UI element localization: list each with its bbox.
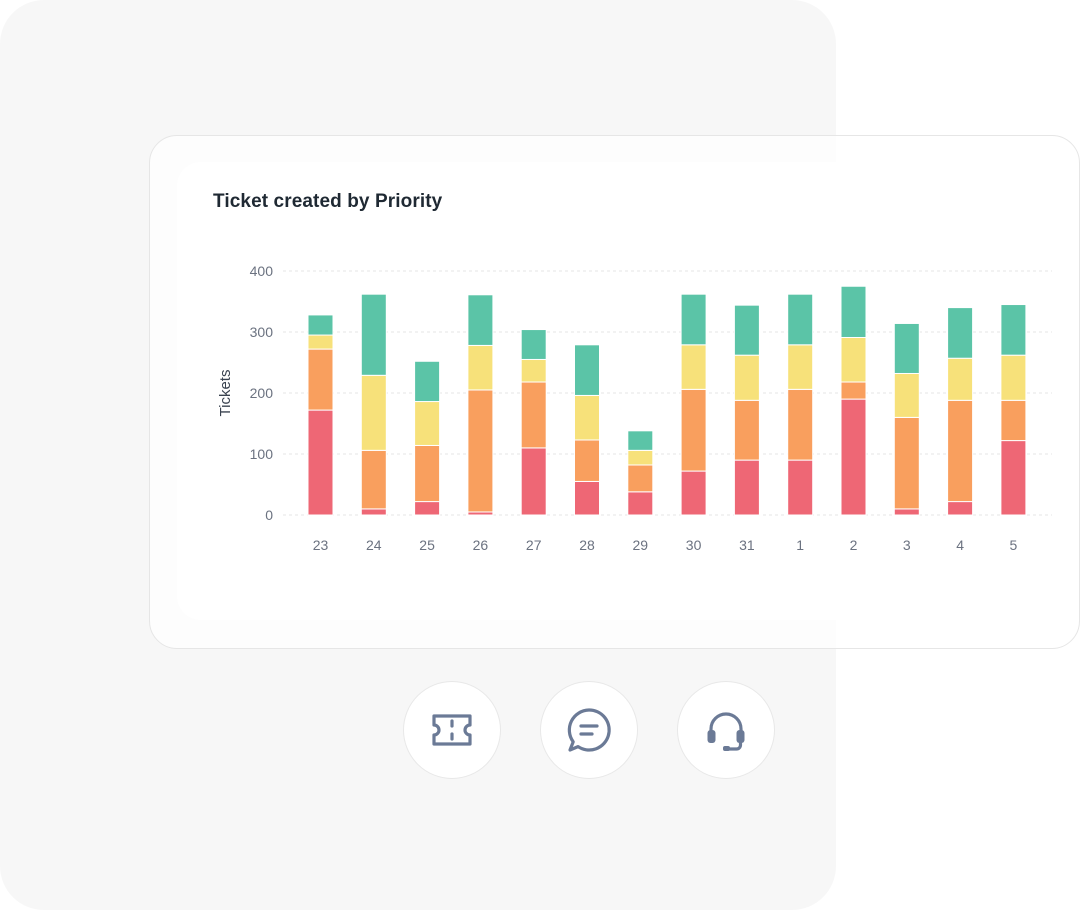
x-tick-label: 2 [850, 537, 858, 553]
bar-segment[interactable] [787, 344, 814, 390]
ticket-button[interactable] [403, 681, 501, 779]
x-tick-label: 29 [633, 537, 649, 553]
bar-segment[interactable] [574, 394, 600, 441]
x-tick-label: 24 [366, 537, 382, 553]
bar-segment[interactable] [520, 447, 547, 516]
x-tick-label: 3 [903, 537, 911, 553]
bar-segment[interactable] [787, 459, 814, 516]
bar-segment[interactable] [574, 480, 600, 516]
ticket-icon [432, 714, 472, 746]
bar-segment[interactable] [307, 409, 334, 516]
bar-segment[interactable] [680, 293, 707, 346]
bar-segment[interactable] [520, 358, 547, 383]
x-tick-label: 26 [473, 537, 489, 553]
bar-segment[interactable] [840, 336, 867, 383]
support-button[interactable] [677, 681, 775, 779]
chart-title: Ticket created by Priority [213, 191, 443, 212]
bar-segment[interactable] [893, 416, 920, 510]
bar-segment[interactable] [733, 399, 760, 461]
y-tick-label: 300 [250, 324, 274, 340]
bar-segment[interactable] [1000, 354, 1027, 401]
bar-segment[interactable] [414, 401, 441, 446]
bar-segment[interactable] [627, 449, 654, 466]
bar-segment[interactable] [307, 314, 334, 336]
bar-segment[interactable] [947, 501, 974, 516]
bar-segment[interactable] [414, 360, 441, 403]
bar-segment[interactable] [627, 430, 654, 451]
bar-segment[interactable] [467, 294, 494, 346]
x-tick-label: 27 [526, 537, 542, 553]
bar-segment[interactable] [733, 459, 760, 516]
bar-segment[interactable] [520, 329, 547, 360]
bar-segment[interactable] [414, 501, 441, 516]
bar-segment[interactable] [840, 381, 867, 400]
bar-segment[interactable] [574, 439, 600, 482]
bar-segment[interactable] [733, 354, 760, 401]
y-tick-label: 200 [250, 385, 274, 401]
bar-segment[interactable] [787, 388, 814, 461]
bar-segment[interactable] [680, 344, 707, 390]
bar-segment[interactable] [840, 285, 867, 338]
bar-segment[interactable] [467, 344, 494, 391]
bar-segment[interactable] [680, 470, 707, 516]
bar-segment[interactable] [947, 399, 974, 503]
bar-segment[interactable] [360, 508, 387, 516]
bar-segment[interactable] [360, 293, 387, 376]
x-tick-label: 4 [956, 537, 964, 553]
bar-segment[interactable] [893, 508, 920, 516]
y-axis-label: Tickets [217, 370, 234, 417]
bar-segment[interactable] [627, 464, 654, 493]
bar-segment[interactable] [307, 348, 334, 411]
bar-segment[interactable] [893, 322, 920, 374]
chat-button[interactable] [540, 681, 638, 779]
y-tick-label: 400 [250, 263, 274, 279]
bar-segment[interactable] [360, 449, 387, 510]
x-tick-label: 31 [739, 537, 755, 553]
y-tick-label: 100 [250, 446, 274, 462]
x-tick-label: 5 [1010, 537, 1018, 553]
bar-segment[interactable] [414, 444, 441, 503]
bar-segment[interactable] [307, 334, 334, 350]
bar-segment[interactable] [1000, 304, 1027, 356]
bar-segment[interactable] [1000, 440, 1027, 516]
bar-segment[interactable] [680, 388, 707, 472]
x-tick-label: 28 [579, 537, 595, 553]
bar-segment[interactable] [467, 389, 494, 513]
x-tick-label: 25 [419, 537, 435, 553]
headset-icon [707, 712, 745, 751]
bar-segment[interactable] [627, 491, 654, 516]
bar-segment[interactable] [1000, 399, 1027, 442]
chat-bubble-icon [567, 708, 611, 752]
bar-segment[interactable] [947, 357, 974, 401]
bar-segment[interactable] [574, 344, 600, 396]
x-tick-label: 1 [796, 537, 804, 553]
bar-segment[interactable] [787, 293, 814, 346]
bar-segment[interactable] [893, 372, 920, 418]
y-tick-label: 0 [265, 507, 273, 523]
x-tick-label: 23 [313, 537, 329, 553]
x-tick-label: 30 [686, 537, 702, 553]
bar-segment[interactable] [733, 304, 760, 356]
bar-segment[interactable] [520, 381, 547, 449]
bar-segment[interactable] [360, 374, 387, 451]
bar-segment[interactable] [947, 307, 974, 359]
bar-segment[interactable] [840, 398, 867, 516]
